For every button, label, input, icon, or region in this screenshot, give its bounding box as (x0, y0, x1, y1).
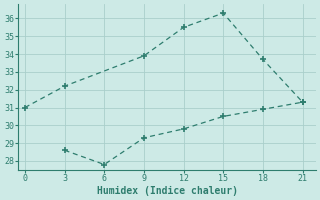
X-axis label: Humidex (Indice chaleur): Humidex (Indice chaleur) (97, 186, 237, 196)
